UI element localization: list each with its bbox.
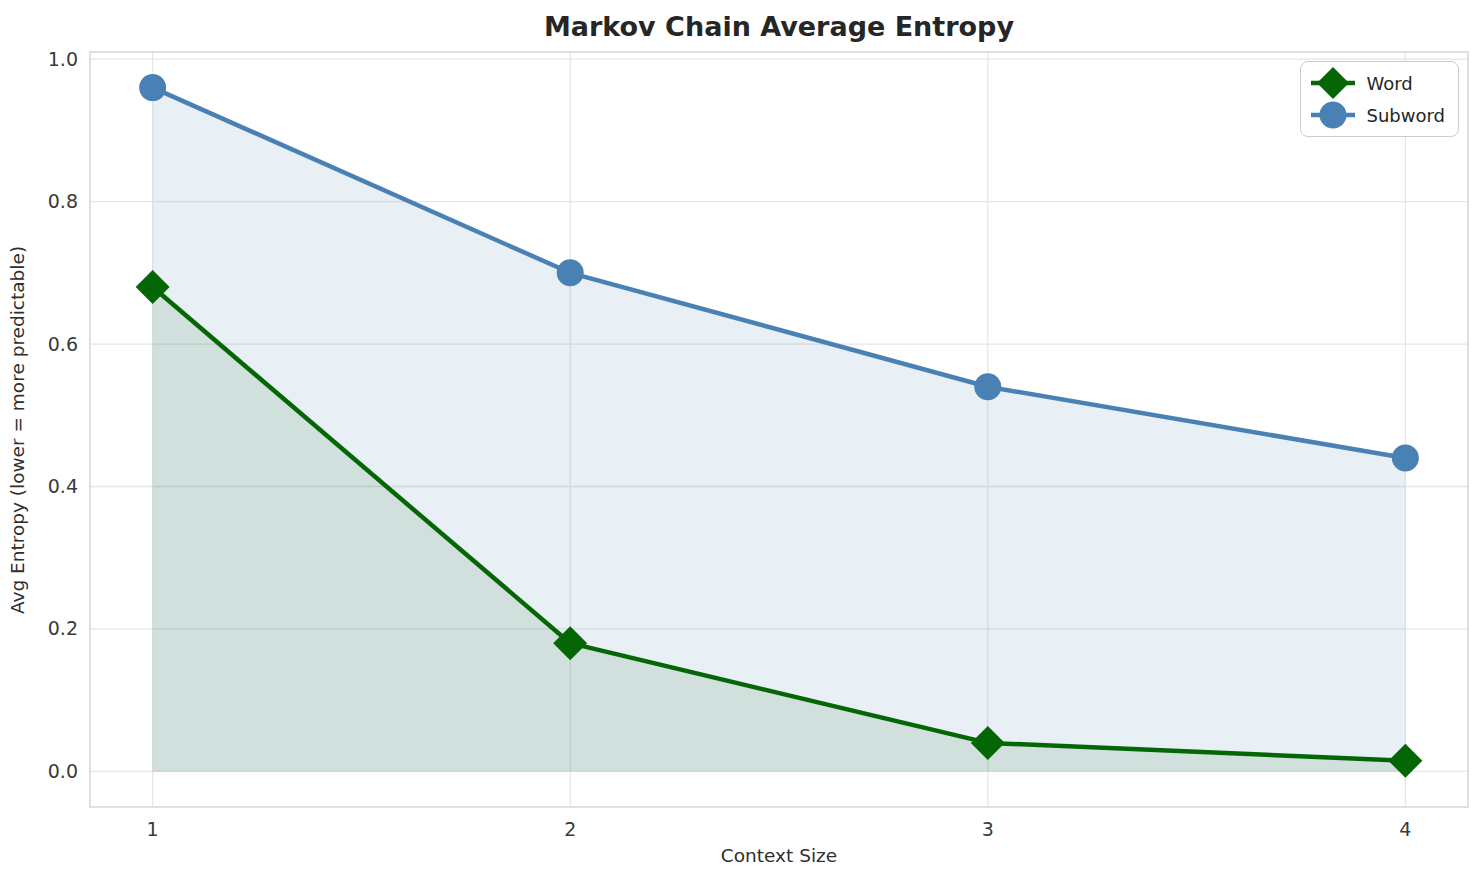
plot-area: Avg Entropy (lower = more predictable) 0…	[0, 0, 1484, 885]
y-tick-label: 0.4	[48, 475, 78, 497]
legend-item-subword: Subword	[1310, 99, 1445, 131]
y-axis-label: Avg Entropy (lower = more predictable)	[7, 246, 28, 614]
y-tick-label: 1.0	[48, 48, 78, 70]
y-tick-label: 0.6	[48, 333, 78, 355]
legend: Word Subword	[1300, 61, 1459, 137]
subword-marker	[974, 373, 1001, 400]
subword-marker	[557, 259, 584, 286]
y-tick-label: 0.8	[48, 190, 78, 212]
subword-marker	[1392, 444, 1419, 471]
word-diamond-icon	[1310, 67, 1356, 99]
y-tick-label: 0.2	[48, 617, 78, 639]
x-tick-label: 4	[1399, 818, 1411, 840]
subword-circle-icon	[1310, 99, 1356, 131]
figure: Markov Chain Average Entropy Avg Entropy…	[0, 0, 1484, 885]
y-tick-label: 0.0	[48, 760, 78, 782]
legend-label-subword: Subword	[1366, 105, 1445, 126]
x-axis-label: Context Size	[90, 845, 1468, 866]
legend-item-word: Word	[1310, 67, 1445, 99]
subword-marker	[139, 74, 166, 101]
x-tick-label: 2	[564, 818, 576, 840]
x-tick-label: 1	[147, 818, 159, 840]
x-tick-label: 3	[982, 818, 994, 840]
legend-label-word: Word	[1366, 73, 1412, 94]
